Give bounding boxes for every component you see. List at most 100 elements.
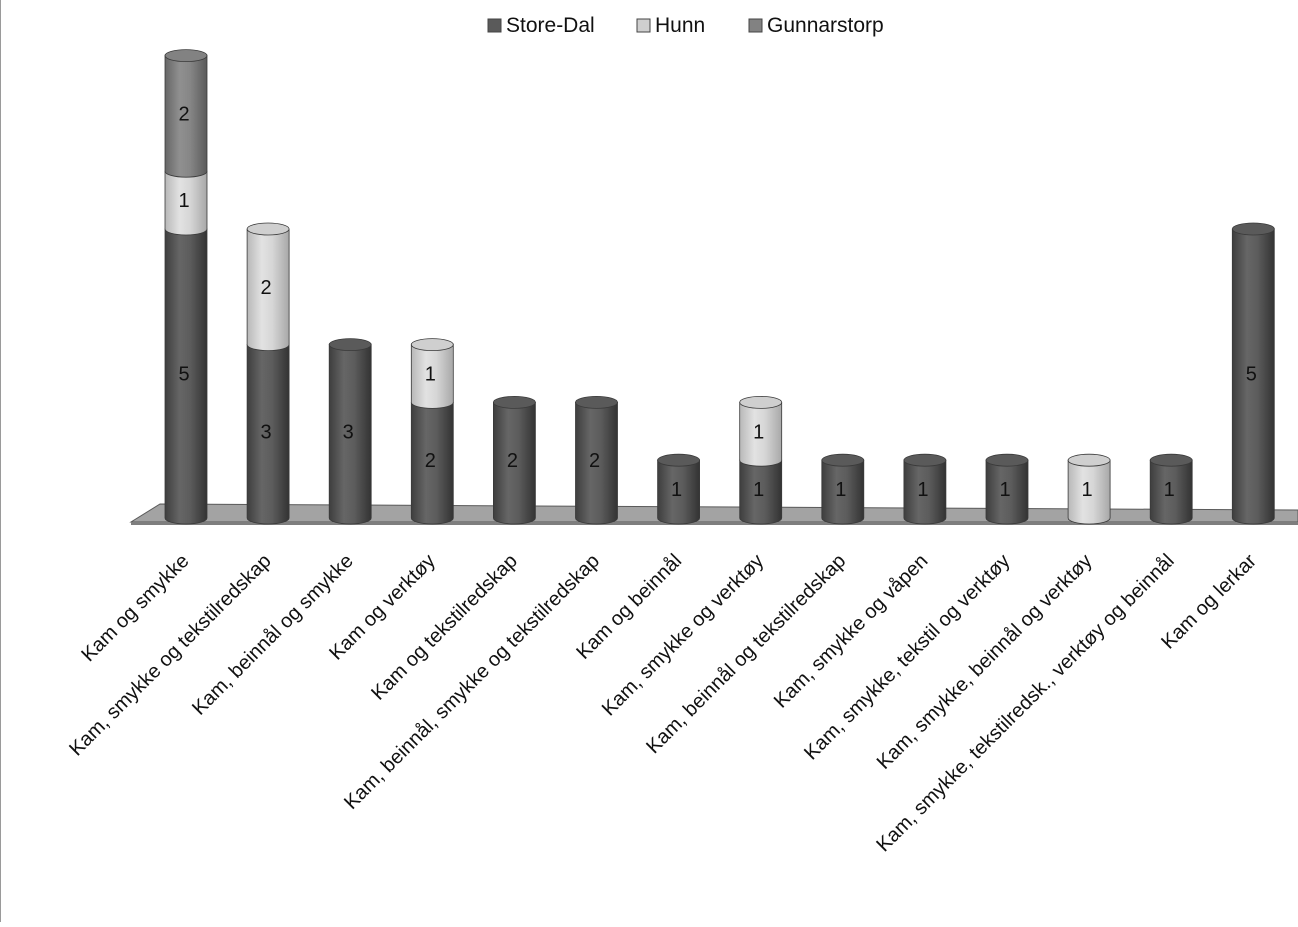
bar-stack-kam-smykke-og-tekstilredskap: 32 [246,222,290,525]
bar-segment-hunn: 2 [246,222,290,351]
bar-segment-store-dal: 5 [164,228,208,525]
legend-label: Hunn [655,14,705,37]
legend-item-gunnarstorp: Gunnarstorp [748,14,884,37]
legend-swatch [636,18,651,33]
bar-top-cap [164,49,208,62]
bar-segment-body [164,170,208,236]
data-label: 1 [1164,479,1175,501]
x-tick-label: Kam, smykke, tekstilredsk., verktøy og b… [872,550,1178,856]
bar-segment-store-dal: 5 [1231,222,1275,525]
bar-stack-kam-smykke-tekstilredsk-verkt-y-og-beinn-l: 1 [1149,453,1193,525]
bar-segment-store-dal: 1 [985,453,1029,525]
left-border-line [0,0,1,922]
bar-segment-body [1149,459,1193,525]
bar-segment-store-dal: 2 [410,402,454,525]
bar-stack-kam-smykke-og-verkt-y: 11 [739,395,783,525]
data-label: 2 [178,103,189,125]
bar-top-cap [575,395,618,409]
bar-segment-body [164,228,208,525]
data-label: 1 [671,479,682,501]
bar-top-cap [493,395,536,409]
x-tick-label: Kam og tekstilredskap [367,550,522,705]
bar-top-cap [328,338,372,352]
bar-segment-gunnarstorp: 2 [164,49,208,178]
bar-segment-body [493,402,536,525]
bar-stack-kam-beinn-l-smykke-og-tekstilredskap: 2 [575,395,618,525]
bar-top-cap [1067,453,1111,467]
chart-floor-edge [131,522,1298,525]
bar-segment-store-dal: 1 [903,453,947,525]
data-label: 2 [261,277,272,299]
bar-stack-kam-smykke-og-v-pen: 1 [903,453,947,525]
bar-segment-hunn: 1 [164,170,208,236]
bar-stack-kam-og-tekstilredskap: 2 [493,395,536,525]
data-label: 1 [835,479,846,501]
bar-top-cap [657,453,700,467]
bar-segment-body [410,402,454,525]
bar-stack-kam-og-verkt-y: 21 [410,338,454,525]
bar-segment-body [575,402,618,525]
bar-segment-hunn: 1 [1067,453,1111,525]
data-label: 1 [425,364,436,386]
data-label: 1 [1082,479,1093,501]
data-label: 5 [178,364,189,386]
bar-stack-kam-og-lerkar: 5 [1231,222,1275,525]
bar-segment-body [821,459,865,525]
bar-segment-store-dal: 1 [1149,453,1193,525]
data-label: 3 [343,421,354,443]
bar-top-cap [1149,453,1193,467]
bar-segment-body [657,459,700,525]
data-label: 1 [753,479,764,501]
legend: Store-Dal Hunn Gunnarstorp [487,14,884,37]
bar-segment-body [1231,228,1275,525]
bar-segment-store-dal: 1 [657,453,700,525]
legend-swatch [748,18,763,33]
bar-stack-kam-smykke-tekstil-og-verkt-y: 1 [985,453,1029,525]
bar-stack-kam-og-smykke: 5 1 2 [164,49,208,525]
bar-top-cap [1231,222,1275,236]
bar-segment-body [985,459,1029,525]
x-tick-label: Kam, smykke og verktøy [598,550,768,720]
bar-segment-store-dal: 2 [575,395,618,525]
bar-top-cap [903,453,947,467]
bar-segment-body [246,228,290,351]
bar-stack-kam-smykke-beinn-l-og-verkt-y: 1 [1067,453,1111,525]
bar-top-cap [985,453,1029,467]
x-tick-label: Kam, beinnål og smykke [188,550,358,720]
data-label: 3 [261,421,272,443]
bar-top-cap [821,453,865,467]
bar-segment-body [410,344,454,409]
bar-top-cap [246,222,290,236]
legend-item-store-dal: Store-Dal [487,14,595,37]
bar-segment-body [246,344,290,525]
bar-segment-body [739,402,783,467]
data-label: 1 [178,190,189,212]
bar-segment-body [903,459,947,525]
x-tick-label: Kam, smykke og våpen [770,550,933,713]
bar-segment-store-dal: 2 [493,395,536,525]
bar-segment-body [739,459,783,525]
legend-label: Gunnarstorp [767,14,884,37]
legend-item-hunn: Hunn [636,14,705,37]
bar-stack-kam-beinn-l-og-tekstilredskap: 1 [821,453,865,525]
bar-segment-body [1067,459,1111,525]
data-label: 5 [1246,364,1257,386]
bar-segment-hunn: 1 [739,395,783,467]
bar-stack-kam-beinn-l-og-smykke: 3 [328,338,372,525]
bar-stack-kam-og-beinn-l: 1 [657,453,700,525]
chart-floor [129,503,1298,523]
bar-segment-store-dal: 1 [821,453,865,525]
legend-swatch [487,18,502,33]
data-label: 1 [999,479,1010,501]
bar-segment-hunn: 1 [410,338,454,409]
data-label: 2 [507,450,518,472]
bar-segment-store-dal: 1 [739,459,783,525]
data-label: 1 [917,479,928,501]
bar-top-cap [410,338,454,352]
data-label: 2 [589,450,600,472]
legend-label: Store-Dal [506,14,595,37]
